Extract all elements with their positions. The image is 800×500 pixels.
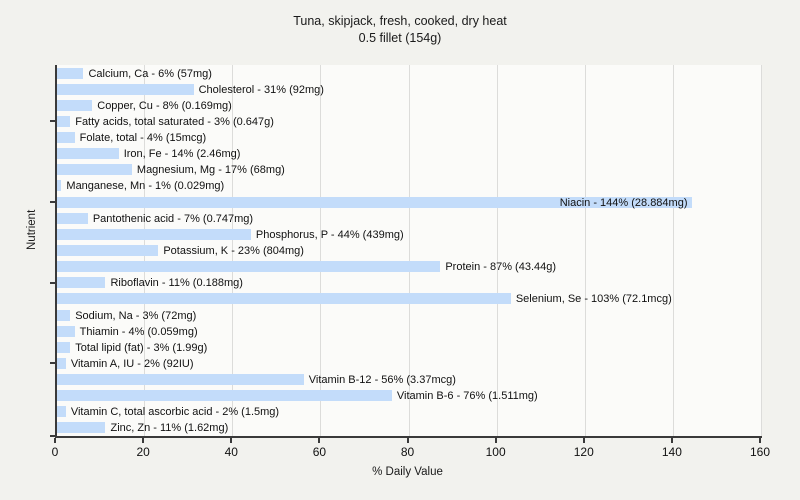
bar (57, 148, 119, 160)
bar (57, 228, 251, 240)
x-tick-label: 160 (749, 445, 771, 459)
bar-label: Pantothenic acid - 7% (0.747mg) (92, 212, 254, 225)
y-tick (50, 120, 55, 122)
chart-title-line2: 0.5 fillet (154g) (358, 31, 442, 45)
bar-label: Vitamin A, IU - 2% (92IU) (70, 357, 194, 370)
x-tick (494, 438, 497, 443)
bar (57, 67, 84, 79)
y-axis-label: Nutrient (26, 209, 38, 250)
bar-label: Total lipid (fat) - 3% (1.99g) (75, 341, 208, 354)
gridline-x-60 (320, 65, 321, 436)
bar-label: Fatty acids, total saturated - 3% (0.647… (75, 115, 274, 128)
bar (57, 83, 194, 95)
bar (57, 277, 106, 289)
x-tick (582, 438, 585, 443)
bar (57, 196, 692, 208)
bar-label: Niacin - 144% (28.884mg) (559, 196, 688, 209)
bar (57, 261, 441, 273)
x-tick-label: 100 (485, 445, 506, 459)
x-tick-label: 80 (400, 445, 415, 459)
bar (57, 293, 511, 305)
x-tick (670, 438, 673, 443)
plot-area: Calcium, Ca - 6% (57mg) Cholesterol - 31%… (55, 65, 762, 438)
bar-label: Potassium, K - 23% (804mg) (163, 245, 304, 257)
y-tick (50, 201, 55, 203)
bar-label: Vitamin B-12 - 56% (3.37mcg) (308, 374, 456, 387)
x-tick-label: 60 (312, 445, 327, 459)
x-tick (318, 438, 321, 443)
gridline-x-80 (409, 65, 410, 436)
x-tick (230, 438, 233, 443)
bar-label: Selenium, Se - 103% (72.1mcg) (515, 293, 672, 306)
bar-label: Vitamin B-6 - 76% (1.511mg) (396, 390, 538, 403)
bar-label: Cholesterol - 31% (92mg) (198, 83, 324, 96)
gridline-x-120 (585, 65, 586, 436)
chart-title-line1: Tuna, skipjack, fresh, cooked, dry heat (293, 14, 507, 28)
bar (57, 309, 71, 321)
bar (57, 180, 62, 192)
x-tick (759, 438, 761, 443)
bar (57, 245, 159, 256)
bar (57, 212, 88, 224)
gridline-x-40 (232, 65, 233, 436)
x-tick (54, 438, 56, 443)
bar-label: Manganese, Mn - 1% (0.029mg) (66, 180, 225, 193)
bar (57, 406, 66, 418)
x-tick (406, 438, 409, 443)
x-tick-label: 120 (573, 445, 594, 459)
bar (57, 132, 75, 144)
bar-label: Iron, Fe - 14% (2.46mg) (123, 148, 241, 161)
x-tick (142, 438, 145, 443)
bar-label: Sodium, Na - 3% (72mg) (75, 309, 197, 322)
x-tick-label: 0 (51, 445, 59, 459)
bar-label: Protein - 87% (43.44g) (445, 261, 557, 274)
bar (57, 422, 106, 434)
bar-label: Zinc, Zn - 11% (1.62mg) (110, 422, 229, 435)
bar (57, 325, 75, 337)
bar-label: Calcium, Ca - 6% (57mg) (88, 67, 212, 80)
x-tick-label: 20 (136, 445, 150, 459)
bar (57, 357, 66, 369)
y-tick (50, 435, 55, 437)
gridline-x-160 (761, 65, 762, 436)
bar-label: Magnesium, Mg - 17% (68mg) (136, 164, 285, 177)
y-tick (50, 362, 55, 364)
bar (57, 390, 392, 402)
x-tick-label: 140 (661, 445, 682, 459)
bar (57, 164, 132, 176)
chart-title: Tuna, skipjack, fresh, cooked, dry heat … (0, 13, 800, 47)
bar (57, 374, 304, 386)
x-tick-label: 40 (224, 445, 238, 459)
bar (57, 115, 71, 127)
bar-label: Copper, Cu - 8% (0.169mg) (97, 99, 232, 112)
bar-label: Phosphorus, P - 44% (439mg) (255, 228, 404, 241)
gridline-x-100 (497, 65, 498, 436)
y-tick (50, 282, 55, 284)
gridline-x-140 (673, 65, 674, 436)
bar-label: Thiamin - 4% (0.059mg) (79, 325, 198, 338)
bar-label: Vitamin C, total ascorbic acid - 2% (1.5… (70, 406, 280, 419)
bar (57, 341, 71, 353)
bar (57, 99, 93, 111)
bar-label: Riboflavin - 11% (0.188mg) (110, 277, 243, 290)
bar-label: Folate, total - 4% (15mcg) (79, 132, 207, 145)
x-axis-label: % Daily Value (372, 466, 443, 478)
